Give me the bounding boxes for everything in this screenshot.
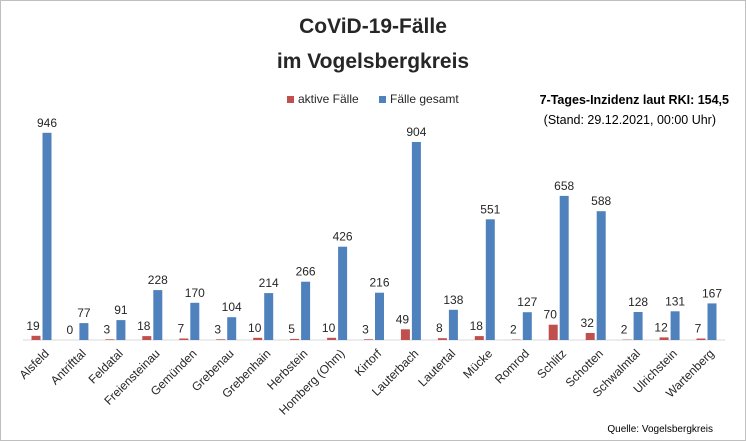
label-aktive-mücke: 18 — [470, 319, 484, 333]
x-tick-lautertal: Lautertal — [415, 346, 458, 389]
label-aktive-freiensteinau: 18 — [137, 319, 151, 333]
bar-gesamt-wartenberg — [707, 303, 717, 340]
label-aktive-alsfeld: 19 — [26, 319, 40, 333]
label-aktive-wartenberg: 7 — [695, 322, 702, 336]
label-gesamt-feldatal: 91 — [114, 303, 128, 317]
bar-gesamt-gemünden — [190, 302, 200, 340]
label-aktive-herbstein: 5 — [288, 322, 295, 336]
x-tick-mücke: Mücke — [460, 346, 495, 381]
label-aktive-feldatal: 3 — [104, 322, 111, 336]
label-aktive-antrifttal: 0 — [67, 323, 74, 337]
bar-aktive-herbstein — [290, 338, 300, 340]
legend-swatch-aktive — [287, 96, 294, 103]
label-gesamt-alsfeld: 946 — [37, 116, 57, 130]
bar-aktive-alsfeld — [31, 335, 41, 340]
x-tick-romrod: Romrod — [492, 346, 532, 386]
label-aktive-schwalmtal: 2 — [621, 323, 628, 337]
bar-aktive-freiensteinau — [142, 336, 152, 340]
chart-title-line-1: CoViD-19-Fälle — [299, 15, 447, 38]
chart-title-line-2: im Vogelsbergkreis — [277, 50, 469, 73]
bar-gesamt-lautertal — [448, 309, 458, 340]
bar-gesamt-alsfeld — [42, 132, 52, 340]
label-gesamt-grebenau: 104 — [222, 300, 242, 314]
bar-gesamt-lauterbach — [411, 142, 421, 340]
label-aktive-lautertal: 8 — [436, 321, 443, 335]
bar-aktive-lautertal — [437, 338, 447, 340]
label-gesamt-lauterbach: 904 — [406, 125, 426, 139]
bar-gesamt-schotten — [596, 211, 606, 340]
bar-aktive-grebenau — [216, 339, 226, 340]
label-aktive-romrod: 2 — [510, 323, 517, 337]
bar-gesamt-antrifttal — [79, 323, 89, 340]
label-gesamt-gemünden: 170 — [185, 286, 205, 300]
bars-group — [31, 132, 717, 340]
label-aktive-schotten: 32 — [581, 316, 595, 330]
bar-aktive-wartenberg — [696, 338, 706, 340]
label-gesamt-antrifttal: 77 — [77, 306, 91, 320]
bar-gesamt-romrod — [522, 312, 532, 340]
label-gesamt-kirtorf: 216 — [369, 276, 389, 290]
label-gesamt-ulrichstein: 131 — [665, 294, 685, 308]
bar-aktive-mücke — [474, 336, 484, 340]
incidence-text: 7-Tages-Inzidenz laut RKI: 154,5 — [540, 93, 729, 107]
bar-aktive-gemünden — [179, 338, 189, 340]
bar-gesamt-kirtorf — [375, 292, 384, 340]
label-aktive-lauterbach: 49 — [396, 312, 410, 326]
label-aktive-schlitz: 70 — [544, 308, 558, 322]
x-tick-antrifttal: Antrifttal — [48, 346, 89, 387]
bar-gesamt-schwalmtal — [633, 312, 643, 340]
bar-aktive-schotten — [585, 333, 595, 340]
label-gesamt-wartenberg: 167 — [702, 286, 722, 300]
bar-gesamt-ulrichstein — [670, 311, 680, 340]
label-gesamt-romrod: 127 — [517, 295, 537, 309]
bar-aktive-homberg-ohm — [327, 337, 337, 340]
data-labels-group: 1994607739118228717031041021452661042632… — [26, 116, 722, 337]
label-gesamt-freiensteinau: 228 — [148, 273, 168, 287]
legend-label-gesamt: Fälle gesamt — [390, 92, 459, 106]
bar-gesamt-homberg-ohm — [338, 246, 348, 340]
bar-gesamt-feldatal — [116, 320, 126, 340]
bar-aktive-ulrichstein — [659, 337, 669, 340]
label-gesamt-herbstein: 266 — [296, 265, 316, 279]
bar-gesamt-herbstein — [301, 281, 311, 340]
label-gesamt-lautertal: 138 — [443, 293, 463, 307]
label-aktive-ulrichstein: 12 — [654, 320, 668, 334]
bar-aktive-lauterbach — [400, 329, 410, 340]
bar-gesamt-schlitz — [559, 195, 569, 340]
stand-text: (Stand: 29.12.2021, 00:00 Uhr) — [544, 113, 716, 127]
label-gesamt-grebenhain: 214 — [259, 276, 279, 290]
bar-aktive-kirtorf — [364, 339, 373, 340]
x-tick-homberg-ohm: Homberg (Ohm) — [276, 346, 347, 417]
label-aktive-homberg-ohm: 10 — [322, 321, 336, 335]
bar-aktive-feldatal — [105, 339, 115, 340]
legend-swatch-gesamt — [379, 96, 386, 103]
label-gesamt-schlitz: 658 — [554, 179, 574, 193]
label-gesamt-schotten: 588 — [591, 194, 611, 208]
label-gesamt-mücke: 551 — [480, 202, 500, 216]
label-aktive-kirtorf: 3 — [362, 322, 369, 336]
label-gesamt-schwalmtal: 128 — [628, 295, 648, 309]
x-tick-kirtorf: Kirtorf — [352, 346, 385, 379]
bar-aktive-schlitz — [548, 324, 558, 340]
bar-gesamt-mücke — [485, 219, 495, 340]
bar-aktive-grebenhain — [253, 337, 263, 340]
x-tick-labels-group: AlsfeldAntrifttalFeldatalFreiensteinauGe… — [16, 346, 716, 418]
legend-label-aktive: aktive Fälle — [298, 92, 359, 106]
x-tick-alsfeld: Alsfeld — [16, 346, 51, 381]
bar-gesamt-grebenhain — [264, 293, 274, 340]
x-tick-schlitz: Schlitz — [534, 346, 569, 381]
source-text: Quelle: Vogelsbergkreis — [607, 424, 713, 435]
bar-gesamt-grebenau — [227, 317, 237, 340]
label-aktive-gemünden: 7 — [177, 322, 184, 336]
label-aktive-grebenhain: 10 — [248, 321, 262, 335]
label-gesamt-homberg-ohm: 426 — [333, 230, 353, 244]
legend: aktive Fälle Fälle gesamt — [287, 92, 459, 106]
bar-gesamt-freiensteinau — [153, 290, 163, 340]
label-aktive-grebenau: 3 — [214, 322, 221, 336]
